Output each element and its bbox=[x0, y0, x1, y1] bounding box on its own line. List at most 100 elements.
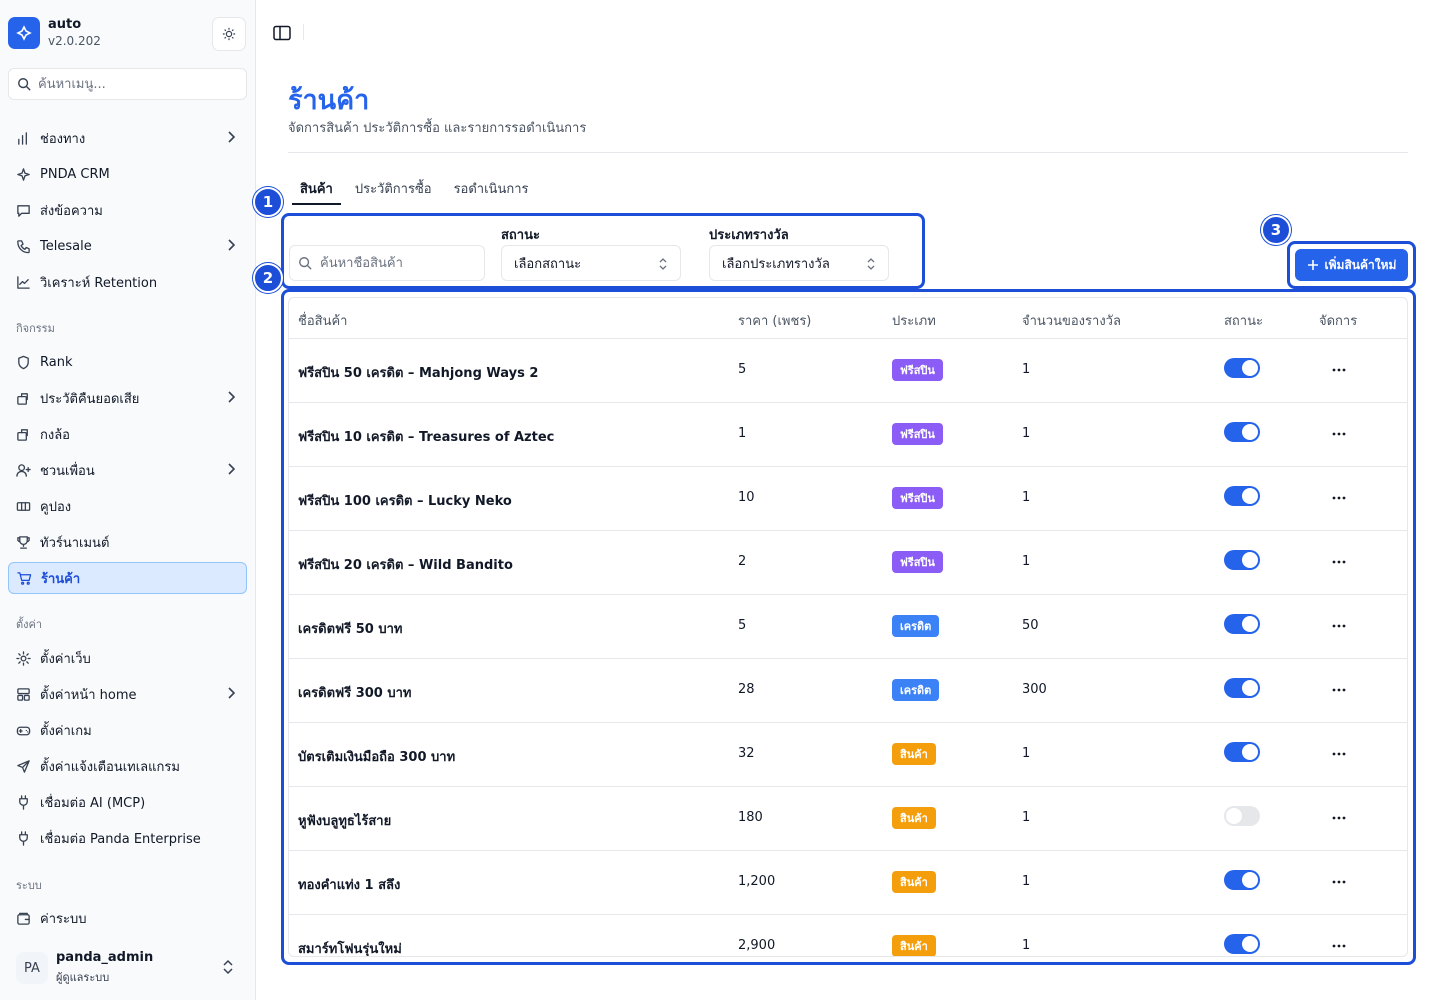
user-menu[interactable]: PA panda_admin ผู้ดูแลระบบ bbox=[8, 944, 247, 990]
sidebar-item[interactable]: ค่าระบบ bbox=[8, 902, 247, 934]
sidebar-item-label: วิเคราะห์ Retention bbox=[40, 275, 158, 291]
product-price: 5 bbox=[738, 362, 747, 377]
section-label-system: ระบบ bbox=[16, 879, 42, 892]
phone-icon bbox=[17, 239, 30, 253]
wallet-icon bbox=[17, 912, 30, 925]
more-horizontal-icon bbox=[1332, 752, 1346, 756]
sidebar-item[interactable]: เชื่อมต่อ AI (MCP) bbox=[8, 786, 247, 818]
tab-purchase-history[interactable]: ประวัติการซื้อ bbox=[354, 182, 432, 197]
type-badge: ฟรีสปิน bbox=[892, 359, 943, 381]
product-search[interactable] bbox=[289, 245, 485, 281]
more-horizontal-icon bbox=[1332, 944, 1346, 948]
row-actions-button[interactable] bbox=[1331, 360, 1347, 380]
sidebar-item[interactable]: ตั้งค่าหน้า home bbox=[8, 678, 247, 710]
sun-icon bbox=[222, 27, 236, 41]
product-price: 5 bbox=[738, 618, 747, 633]
sidebar-item-label: เชื่อมต่อ Panda Enterprise bbox=[40, 831, 201, 847]
sidebar-item[interactable]: Telesale bbox=[8, 230, 247, 262]
status-toggle[interactable] bbox=[1224, 550, 1260, 570]
sidebar-item[interactable]: Rank bbox=[8, 346, 247, 378]
gift-icon bbox=[17, 428, 28, 441]
sidebar-item[interactable]: คูปอง bbox=[8, 490, 247, 522]
product-price: 10 bbox=[738, 490, 755, 505]
message-icon bbox=[17, 204, 30, 217]
sidebar-item-label: Rank bbox=[40, 354, 73, 370]
reward-quantity: 1 bbox=[1022, 874, 1031, 889]
user-name: panda_admin bbox=[56, 950, 154, 965]
sidebar-item-label: Telesale bbox=[40, 238, 92, 254]
row-actions-button[interactable] bbox=[1331, 552, 1347, 572]
sidebar-item-label: ตั้งค่าเว็บ bbox=[40, 651, 91, 667]
reward-quantity: 1 bbox=[1022, 554, 1031, 569]
row-actions-button[interactable] bbox=[1331, 936, 1347, 956]
add-product-button[interactable]: เพิ่มสินค้าใหม่ bbox=[1295, 249, 1408, 281]
status-toggle[interactable] bbox=[1224, 358, 1260, 378]
sidebar-item[interactable]: ชวนเพื่อน bbox=[8, 454, 247, 486]
sidebar-search[interactable] bbox=[8, 68, 247, 100]
status-toggle[interactable] bbox=[1224, 678, 1260, 698]
app-logo-icon bbox=[8, 17, 40, 49]
reward-quantity: 1 bbox=[1022, 938, 1031, 953]
sidebar-item-label: กงล้อ bbox=[40, 427, 70, 443]
row-actions-button[interactable] bbox=[1331, 680, 1347, 700]
row-actions-button[interactable] bbox=[1331, 424, 1347, 444]
status-toggle[interactable] bbox=[1224, 934, 1260, 954]
sidebar-item[interactable]: PNDA CRM bbox=[8, 158, 247, 190]
sidebar-item[interactable]: ร้านค้า bbox=[8, 562, 247, 594]
chevrons-up-down-icon bbox=[659, 258, 667, 270]
status-toggle[interactable] bbox=[1224, 806, 1260, 826]
status-toggle[interactable] bbox=[1224, 870, 1260, 890]
tab-products[interactable]: สินค้า bbox=[292, 170, 341, 205]
table-header: ชื่อสินค้า ราคา (เพชร) ประเภท จำนวนของรา… bbox=[289, 298, 1407, 339]
sidebar-item[interactable]: เชื่อมต่อ Panda Enterprise bbox=[8, 822, 247, 854]
reward-type-select[interactable]: เลือกประเภทรางวัล bbox=[709, 245, 889, 281]
more-horizontal-icon bbox=[1332, 880, 1346, 884]
bar-chart-icon bbox=[18, 131, 27, 145]
column-header-name: ชื่อสินค้า bbox=[298, 314, 348, 329]
row-actions-button[interactable] bbox=[1331, 808, 1347, 828]
type-badge: สินค้า bbox=[892, 807, 936, 829]
type-badge: เครดิต bbox=[892, 679, 940, 701]
row-actions-button[interactable] bbox=[1331, 488, 1347, 508]
status-select[interactable]: เลือกสถานะ bbox=[501, 245, 681, 281]
chevron-right-icon bbox=[228, 391, 235, 403]
sidebar-item-label: ช่องทาง bbox=[40, 131, 86, 147]
table-row: เครดิตฟรี 50 บาท 5 เครดิต 50 bbox=[289, 595, 1407, 659]
row-actions-button[interactable] bbox=[1331, 616, 1347, 636]
reward-quantity: 300 bbox=[1022, 682, 1047, 697]
sidebar-item[interactable]: ตั้งค่าเว็บ bbox=[8, 642, 247, 674]
sidebar-item[interactable]: ประวัติคืนยอดเสีย bbox=[8, 382, 247, 414]
gear-icon bbox=[16, 650, 31, 666]
product-price: 1,200 bbox=[738, 874, 776, 889]
tab-pending[interactable]: รอดำเนินการ bbox=[453, 182, 529, 197]
sidebar-item[interactable]: ตั้งค่าแจ้งเตือนเทเลแกรม bbox=[8, 750, 247, 782]
type-badge: สินค้า bbox=[892, 935, 936, 956]
sidebar-item[interactable]: ช่องทาง bbox=[8, 122, 247, 154]
sidebar-toggle-button[interactable] bbox=[271, 22, 293, 44]
status-filter-label: สถานะ bbox=[501, 228, 540, 243]
sidebar-item[interactable]: ทัวร์นาเมนต์ bbox=[8, 526, 247, 558]
product-price: 28 bbox=[738, 682, 755, 697]
status-toggle[interactable] bbox=[1224, 742, 1260, 762]
sidebar-item[interactable]: วิเคราะห์ Retention bbox=[8, 266, 247, 298]
sidebar-item[interactable]: ส่งข้อความ bbox=[8, 194, 247, 226]
sparkle-icon bbox=[17, 167, 30, 181]
sidebar-item[interactable]: ตั้งค่าเกม bbox=[8, 714, 247, 746]
more-horizontal-icon bbox=[1332, 432, 1346, 436]
row-actions-button[interactable] bbox=[1331, 744, 1347, 764]
theme-toggle-button[interactable] bbox=[212, 17, 246, 51]
product-search-input[interactable] bbox=[320, 255, 470, 271]
product-price: 2,900 bbox=[738, 938, 776, 953]
reward-quantity: 1 bbox=[1022, 810, 1031, 825]
column-header-status: สถานะ bbox=[1224, 314, 1263, 329]
status-toggle[interactable] bbox=[1224, 486, 1260, 506]
sidebar-search-input[interactable] bbox=[38, 76, 238, 92]
row-actions-button[interactable] bbox=[1331, 872, 1347, 892]
product-name: เครดิตฟรี 300 บาท bbox=[298, 686, 412, 701]
status-toggle[interactable] bbox=[1224, 614, 1260, 634]
product-name: ฟรีสปิน 50 เครดิต – Mahjong Ways 2 bbox=[298, 366, 539, 381]
product-price: 32 bbox=[738, 746, 755, 761]
line-chart-icon bbox=[17, 275, 30, 289]
status-toggle[interactable] bbox=[1224, 422, 1260, 442]
sidebar-item[interactable]: กงล้อ bbox=[8, 418, 247, 450]
